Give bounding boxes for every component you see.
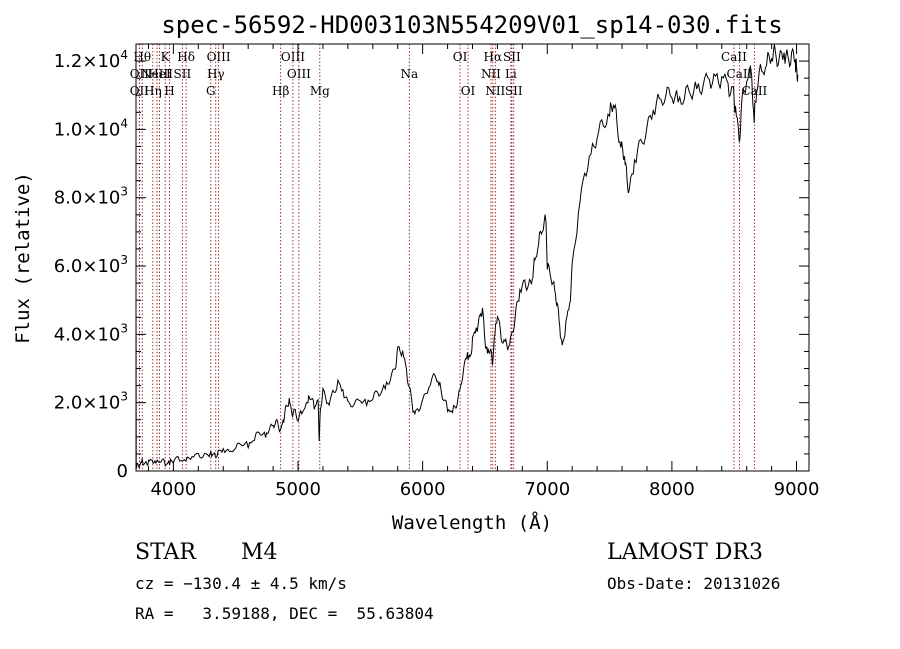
spectral-line-label: CaII — [741, 84, 767, 98]
spectral-line-label: Hβ — [272, 84, 289, 98]
spectral-line-label: H — [164, 84, 174, 98]
spectral-line-label: Hγ — [207, 67, 225, 81]
spectral-line-label: CaII — [721, 50, 747, 64]
object-class: STAR — [135, 540, 196, 565]
spectral-line-label: SII — [505, 84, 523, 98]
spectral-line-label: Hα — [484, 50, 503, 64]
spectral-line-label: OI — [461, 84, 476, 98]
x-axis-label: Wavelength (Å) — [392, 511, 552, 534]
y-tick-label: 1.2×104 — [54, 48, 128, 72]
spectral-line-label: NII — [481, 67, 501, 81]
spectral-line-label: G — [206, 84, 216, 98]
spectral-line-label: OIII — [281, 50, 305, 64]
y-axis-label: Flux (relative) — [12, 172, 34, 344]
spectral-line-label: SII — [503, 50, 521, 64]
y-axis-ticks: 0 2.0×103 4.0×103 6.0×103 8.0×103 1.0×104 1.2×… — [54, 43, 809, 482]
spectral-line-label: K — [161, 50, 171, 64]
y-tick-label: 1.0×104 — [54, 116, 128, 140]
spectral-line-label: OI — [453, 50, 468, 64]
x-tick-label: 9000 — [774, 479, 820, 500]
x-tick-label: 5000 — [275, 479, 321, 500]
x-tick-label: 8000 — [649, 479, 695, 500]
y-tick-label: 6.0×103 — [54, 253, 128, 277]
y-tick-label: 8.0×103 — [54, 185, 128, 209]
object-subclass: M4 — [241, 540, 278, 565]
spectral-line-label: OII — [130, 67, 150, 81]
y-tick-label: 0 — [117, 461, 128, 482]
spectral-line-label: OIII — [287, 67, 311, 81]
observation-date: Obs-Date: 20131026 — [607, 574, 781, 593]
x-axis-ticks: 4000 5000 6000 7000 8000 9000 — [147, 44, 820, 500]
spectral-line-label: Hθ — [133, 50, 151, 64]
spectral-line-markers — [138, 44, 755, 471]
chart-title: spec-56592-HD003103N554209V01_sp14-030.f… — [161, 11, 782, 39]
spectral-line-label: SII — [174, 67, 192, 81]
spectral-line-label: NeIII — [141, 67, 173, 81]
spectral-line-label: Mg — [310, 84, 330, 98]
spectral-line-label: Li — [505, 67, 517, 81]
spectral-line-label: Na — [400, 67, 418, 81]
spectral-line-label: Hδ — [177, 50, 195, 64]
plot-frame — [135, 43, 810, 472]
x-tick-label: 4000 — [150, 479, 196, 500]
y-tick-label: 4.0×103 — [54, 321, 128, 345]
spectral-line-label: CaII — [727, 67, 753, 81]
spectral-line-label: Hη — [144, 84, 162, 98]
spectral-line-label: OII — [130, 84, 150, 98]
x-tick-label: 7000 — [524, 479, 570, 500]
flux-series-line — [135, 44, 799, 469]
survey-name: LAMOST DR3 — [607, 540, 763, 565]
spectral-line-label: HeI — [148, 67, 171, 81]
spectral-line-labels: HθOIIOIIHηNeIIIHeIKHSIIHδGHγOIIIHβOIIIOI… — [130, 50, 768, 98]
sky-coordinates: RA = 3.59188, DEC = 55.63804 — [135, 604, 434, 623]
y-tick-label: 2.0×103 — [54, 390, 128, 414]
x-tick-label: 6000 — [400, 479, 446, 500]
spectral-line-label: OIII — [207, 50, 231, 64]
redshift-velocity: cz = −130.4 ± 4.5 km/s — [135, 574, 347, 593]
spectral-line-label: NII — [485, 84, 505, 98]
